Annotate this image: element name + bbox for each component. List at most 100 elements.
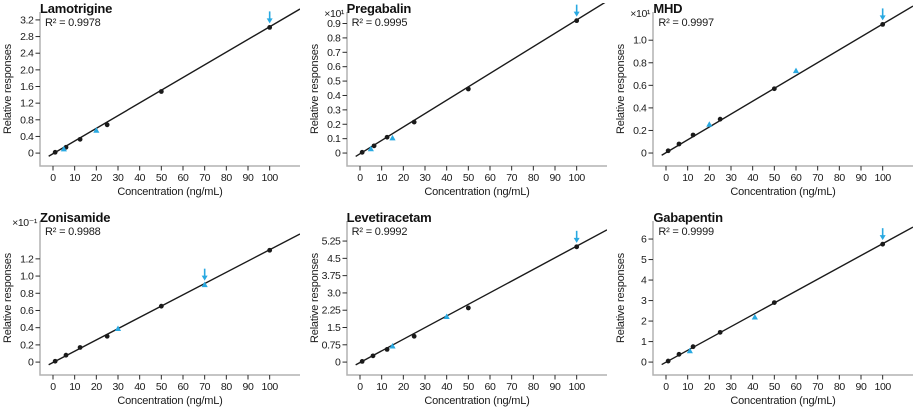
y-tick-label: 0.5 bbox=[327, 76, 341, 88]
y-tick-label: 1.2 bbox=[20, 98, 34, 110]
y-tick-label: 0.75 bbox=[321, 339, 340, 351]
r-squared-label: R² = 0.9978 bbox=[45, 17, 101, 29]
y-axis-title: Relative responses bbox=[615, 252, 627, 343]
y-axis-title: Relative responses bbox=[615, 43, 627, 134]
x-tick-label: 40 bbox=[748, 172, 759, 184]
y-tick-label: 4.5 bbox=[327, 253, 341, 265]
x-axis-title: Concentration (ng/mL) bbox=[731, 186, 836, 198]
calibration-point bbox=[359, 358, 365, 364]
calibration-point bbox=[158, 89, 164, 94]
x-tick-label: 50 bbox=[156, 381, 167, 393]
plot-axes bbox=[39, 12, 300, 167]
calibration-point bbox=[411, 119, 417, 125]
x-tick-label: 40 bbox=[441, 381, 452, 393]
calibration-point bbox=[77, 136, 83, 142]
x-tick-label: 40 bbox=[134, 172, 145, 184]
x-tick-label: 30 bbox=[726, 381, 737, 393]
qc-point bbox=[389, 134, 396, 141]
calibration-point bbox=[676, 351, 682, 357]
x-tick-label: 70 bbox=[199, 172, 210, 184]
chart-panel-lamotrigine: 0 0.4 0.8 1.2 1.6 2.0 2.4 2.8 3.2 0 10 20 30 40 50 60 70… bbox=[0, 0, 307, 209]
plot-axes bbox=[345, 221, 607, 376]
x-tick-label: 70 bbox=[813, 381, 824, 393]
x-tick-label: 20 bbox=[91, 381, 102, 393]
x-tick-label: 80 bbox=[528, 172, 539, 184]
x-tick-label: 80 bbox=[528, 381, 539, 393]
y-tick-label: 5 bbox=[641, 254, 647, 266]
chart-title: Gabapentin bbox=[653, 210, 723, 225]
calibration-plot: 0 0.75 1.5 2.25 3.0 3.75 4.5 5.25 0 10 20 30 40 50 60 7… bbox=[309, 221, 607, 407]
chart-title: MHD bbox=[653, 1, 683, 16]
calibration-point bbox=[104, 122, 110, 128]
y-tick-label: 0.4 bbox=[327, 90, 341, 102]
y-scale-label: ×10¹ bbox=[631, 8, 652, 20]
x-tick-label: 10 bbox=[683, 381, 694, 393]
calibration-point bbox=[370, 353, 376, 359]
qc-point bbox=[752, 313, 759, 320]
calibration-point bbox=[573, 244, 579, 250]
calibration-point bbox=[718, 329, 723, 335]
fit-line bbox=[48, 8, 300, 157]
qc-point bbox=[60, 145, 67, 152]
y-tick-label: 0.6 bbox=[327, 61, 341, 73]
x-tick-label: 30 bbox=[419, 381, 430, 393]
x-tick-label: 20 bbox=[704, 381, 715, 393]
qc-point bbox=[114, 325, 122, 332]
x-tick-label: 90 bbox=[549, 172, 560, 184]
plot-axes bbox=[345, 12, 607, 167]
y-tick-label: 1.6 bbox=[20, 81, 34, 93]
qc-point bbox=[687, 347, 694, 354]
y-tick-label: 1.5 bbox=[327, 322, 341, 334]
calibration-point bbox=[880, 22, 886, 27]
calibration-point bbox=[52, 149, 58, 155]
x-tick-label: 20 bbox=[91, 172, 102, 184]
fit-line bbox=[661, 226, 914, 366]
highlight-arrow-head bbox=[879, 15, 886, 21]
x-tick-label: 10 bbox=[683, 172, 694, 184]
x-tick-label: 60 bbox=[791, 381, 802, 393]
plot-axes bbox=[652, 221, 914, 376]
calibration-plot: 0 0.2 0.4 0.6 0.8 1.0 0 10 20 30 40 50 60 70 80 90 100 Co… bbox=[615, 5, 914, 198]
x-axis-title: Concentration (ng/mL) bbox=[731, 395, 836, 407]
y-tick-label: 2.4 bbox=[20, 48, 34, 60]
calibration-point bbox=[676, 141, 682, 147]
y-tick-label: 0.7 bbox=[327, 47, 341, 59]
x-tick-label: 100 bbox=[875, 172, 892, 184]
x-axis-title: Concentration (ng/mL) bbox=[424, 186, 529, 198]
x-tick-label: 50 bbox=[463, 172, 474, 184]
x-tick-label: 0 bbox=[357, 172, 363, 184]
fit-line bbox=[354, 3, 606, 158]
x-tick-label: 0 bbox=[664, 172, 670, 184]
y-axis-title: Relative responses bbox=[2, 252, 14, 343]
y-tick-label: 5.25 bbox=[321, 236, 340, 248]
y-tick-label: 0.4 bbox=[20, 131, 34, 143]
calibration-point bbox=[880, 241, 886, 247]
calibration-point bbox=[573, 18, 579, 24]
calibration-point bbox=[267, 25, 273, 30]
y-tick-label: 0.8 bbox=[633, 57, 647, 69]
calibration-point bbox=[158, 303, 164, 309]
x-tick-label: 90 bbox=[243, 381, 254, 393]
highlight-arrow-head bbox=[573, 237, 580, 243]
y-axis-title: Relative responses bbox=[309, 43, 321, 134]
x-tick-label: 70 bbox=[199, 381, 210, 393]
x-tick-label: 50 bbox=[463, 381, 474, 393]
highlight-arrow-head bbox=[879, 235, 886, 241]
x-tick-label: 100 bbox=[262, 172, 279, 184]
x-tick-label: 40 bbox=[441, 172, 452, 184]
calibration-point bbox=[411, 333, 417, 339]
y-tick-label: 2.8 bbox=[20, 31, 34, 43]
chart-panel-levetiracetam: 0 0.75 1.5 2.25 3.0 3.75 4.5 5.25 0 10 20 30 40 50 60 7… bbox=[307, 209, 614, 418]
qc-point bbox=[367, 145, 374, 152]
y-tick-label: 2.25 bbox=[321, 305, 340, 317]
calibration-point bbox=[691, 344, 696, 350]
calibration-plot: 0 0.1 0.2 0.3 0.4 0.5 0.6 0.7 0.8 0.9 0 10 20 30 40 50 6… bbox=[309, 3, 607, 198]
r-squared-label: R² = 0.9997 bbox=[658, 17, 714, 29]
calibration-point bbox=[371, 143, 377, 149]
y-tick-label: 3.0 bbox=[327, 287, 341, 299]
chart-title: Levetiracetam bbox=[346, 210, 432, 225]
y-tick-label: 0.9 bbox=[327, 18, 341, 30]
x-tick-label: 30 bbox=[419, 172, 430, 184]
x-tick-label: 60 bbox=[178, 172, 189, 184]
x-tick-label: 50 bbox=[769, 172, 780, 184]
